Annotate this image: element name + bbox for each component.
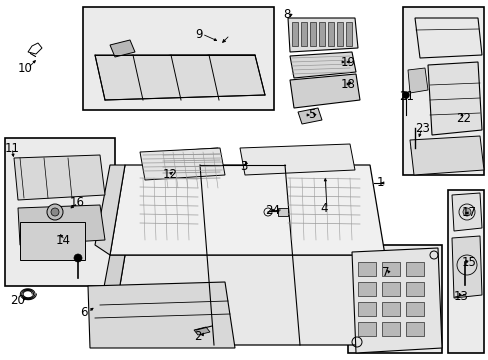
Polygon shape	[427, 62, 481, 135]
FancyBboxPatch shape	[405, 282, 423, 296]
Text: 14: 14	[56, 234, 71, 247]
FancyBboxPatch shape	[301, 22, 306, 46]
Text: 23: 23	[414, 122, 429, 135]
Text: 3: 3	[240, 161, 247, 174]
Text: 18: 18	[340, 77, 355, 90]
Polygon shape	[351, 248, 441, 353]
FancyBboxPatch shape	[381, 302, 399, 316]
FancyBboxPatch shape	[347, 245, 441, 353]
Text: 4: 4	[319, 202, 327, 216]
Text: 12: 12	[163, 167, 178, 180]
Text: 13: 13	[453, 291, 468, 303]
Polygon shape	[289, 74, 359, 108]
FancyBboxPatch shape	[357, 322, 375, 336]
Polygon shape	[110, 40, 135, 57]
Text: 15: 15	[461, 256, 476, 270]
FancyBboxPatch shape	[381, 262, 399, 276]
Polygon shape	[287, 18, 357, 52]
Polygon shape	[95, 55, 264, 100]
Polygon shape	[14, 155, 105, 200]
Polygon shape	[110, 165, 384, 255]
Circle shape	[47, 204, 63, 220]
Text: 10: 10	[18, 62, 33, 75]
Circle shape	[462, 208, 470, 216]
Polygon shape	[369, 255, 399, 345]
Text: 21: 21	[398, 90, 413, 103]
Polygon shape	[240, 144, 354, 175]
Polygon shape	[88, 282, 235, 348]
FancyBboxPatch shape	[357, 282, 375, 296]
Circle shape	[74, 254, 82, 262]
FancyBboxPatch shape	[346, 22, 351, 46]
FancyBboxPatch shape	[309, 22, 315, 46]
Polygon shape	[95, 255, 125, 345]
FancyBboxPatch shape	[278, 208, 287, 216]
Polygon shape	[297, 108, 321, 124]
FancyBboxPatch shape	[381, 282, 399, 296]
Polygon shape	[95, 165, 125, 255]
FancyBboxPatch shape	[459, 258, 469, 264]
Text: 19: 19	[340, 55, 355, 68]
Text: 2: 2	[194, 329, 201, 342]
Polygon shape	[407, 68, 427, 93]
FancyBboxPatch shape	[357, 262, 375, 276]
Polygon shape	[451, 236, 481, 298]
Text: 11: 11	[5, 141, 20, 154]
Polygon shape	[140, 148, 224, 180]
Text: 9: 9	[195, 27, 202, 40]
Polygon shape	[414, 18, 481, 58]
FancyBboxPatch shape	[405, 322, 423, 336]
FancyBboxPatch shape	[402, 7, 483, 175]
FancyBboxPatch shape	[5, 138, 115, 286]
FancyBboxPatch shape	[336, 22, 342, 46]
Polygon shape	[160, 148, 222, 188]
Text: 24: 24	[264, 203, 280, 216]
Polygon shape	[451, 193, 481, 231]
FancyBboxPatch shape	[405, 302, 423, 316]
Text: 22: 22	[455, 112, 470, 125]
FancyBboxPatch shape	[327, 22, 333, 46]
FancyBboxPatch shape	[447, 190, 483, 353]
FancyBboxPatch shape	[381, 322, 399, 336]
FancyBboxPatch shape	[20, 222, 85, 260]
Text: 8: 8	[283, 8, 290, 21]
FancyBboxPatch shape	[83, 7, 273, 110]
Text: 16: 16	[70, 195, 85, 208]
Polygon shape	[18, 205, 105, 245]
FancyBboxPatch shape	[318, 22, 325, 46]
Text: 17: 17	[461, 207, 476, 220]
Polygon shape	[194, 327, 209, 335]
Text: 7: 7	[381, 266, 389, 279]
Text: 20: 20	[10, 294, 25, 307]
Text: 6: 6	[80, 306, 87, 319]
Polygon shape	[409, 136, 483, 175]
FancyBboxPatch shape	[357, 302, 375, 316]
Polygon shape	[110, 255, 384, 345]
Circle shape	[410, 144, 418, 152]
Circle shape	[402, 92, 408, 98]
Text: 1: 1	[376, 176, 384, 189]
Polygon shape	[289, 52, 355, 78]
Text: 5: 5	[307, 108, 315, 122]
FancyBboxPatch shape	[291, 22, 297, 46]
FancyBboxPatch shape	[405, 262, 423, 276]
Circle shape	[51, 208, 59, 216]
